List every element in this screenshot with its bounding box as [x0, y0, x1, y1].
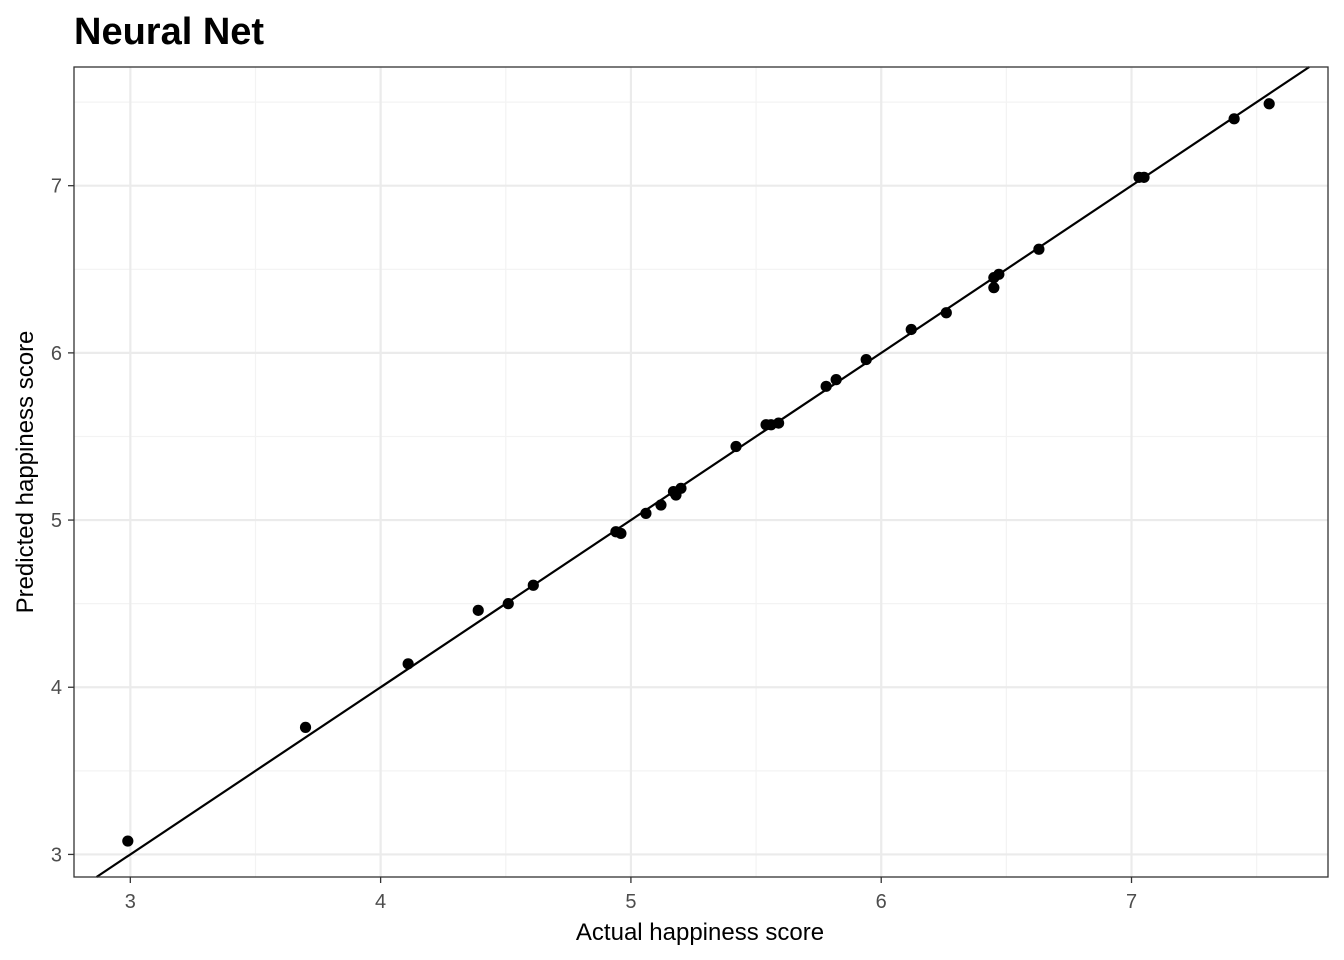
- y-tick-label: 6: [51, 343, 62, 365]
- data-point: [1263, 98, 1275, 110]
- data-point: [1033, 243, 1045, 255]
- x-tick-label: 6: [876, 891, 887, 913]
- data-point: [402, 658, 414, 670]
- data-point: [1228, 113, 1240, 125]
- data-point: [860, 353, 872, 366]
- grid-major: [74, 67, 1328, 877]
- data-point: [640, 507, 652, 519]
- data-point: [1138, 171, 1150, 183]
- reference-line: [95, 66, 1310, 878]
- y-axis-ticks: 3 4 5 6 7: [51, 176, 74, 866]
- grid-minor: [74, 67, 1328, 877]
- data-point: [675, 482, 687, 494]
- x-tick-label: 5: [625, 891, 636, 913]
- data-points: [122, 98, 1275, 847]
- data-point: [730, 440, 742, 453]
- panel-border: [73, 66, 1329, 878]
- data-point: [615, 527, 627, 540]
- data-point: [122, 835, 134, 847]
- y-tick-label: 4: [51, 677, 62, 699]
- data-point: [905, 323, 917, 336]
- data-point: [988, 282, 1000, 294]
- data-point: [820, 380, 832, 392]
- y-tick-label: 5: [51, 510, 62, 532]
- data-point: [502, 598, 514, 610]
- x-axis-title: Actual happiness score: [576, 919, 824, 946]
- data-point: [993, 268, 1005, 280]
- y-axis-title: Predicted happiness score: [12, 331, 39, 614]
- data-point: [830, 374, 842, 386]
- x-axis-ticks: 3 4 5 6 7: [125, 877, 1137, 913]
- y-tick-label: 7: [51, 176, 62, 198]
- y-tick-label: 3: [51, 844, 62, 866]
- x-tick-label: 3: [125, 891, 136, 913]
- data-point: [772, 417, 785, 429]
- chart-title: Neural Net: [74, 11, 264, 53]
- data-point: [527, 579, 539, 591]
- reference-line-group: [95, 66, 1310, 878]
- x-tick-label: 4: [375, 891, 386, 913]
- data-point: [472, 604, 484, 616]
- data-point: [940, 307, 952, 319]
- x-tick-label: 7: [1126, 891, 1137, 913]
- data-point: [299, 721, 312, 733]
- data-point: [655, 499, 667, 511]
